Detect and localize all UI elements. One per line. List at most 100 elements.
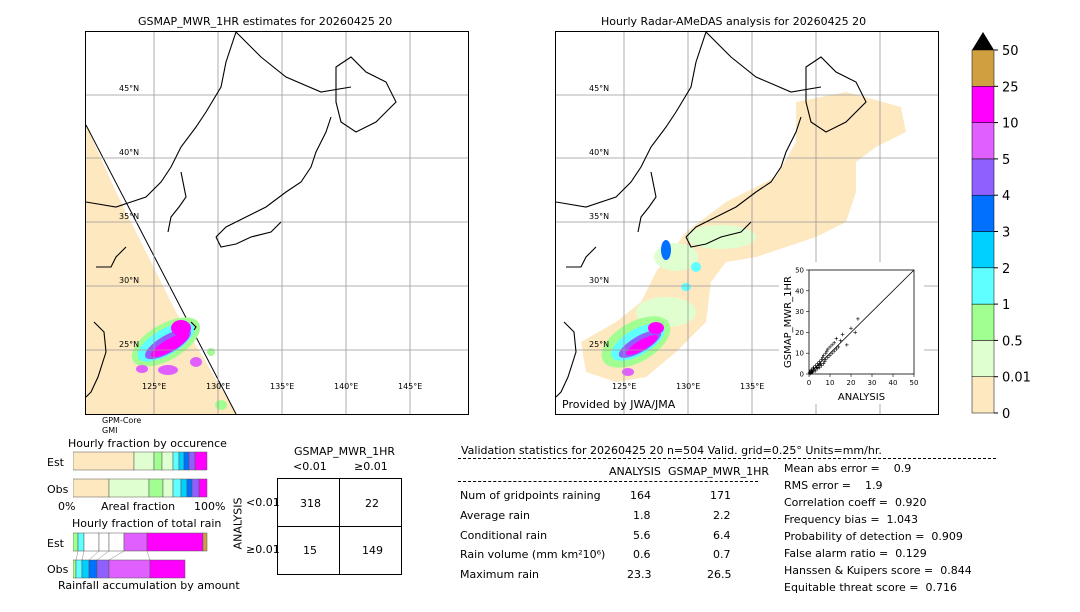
score-corr: Correlation coeff = 0.920 [784, 496, 927, 509]
scatter-point [826, 347, 830, 351]
right-lon-label-125: 125°E [612, 382, 637, 391]
stat-row-1-label: Average rain [460, 509, 530, 522]
contingency-row-ge: ≥0.01 [246, 543, 280, 556]
left-map-title: GSMAP_MWR_1HR estimates for 20260425 20 [138, 15, 393, 28]
left-grid [86, 32, 468, 414]
scatter-point [813, 363, 818, 368]
validation-divider-mid [458, 481, 758, 482]
scatter-point [811, 366, 816, 370]
scatter-point [818, 363, 822, 367]
stat-row-2-a: 5.6 [633, 529, 651, 542]
scatter-point [809, 368, 813, 373]
occurrence-bars [73, 451, 208, 498]
scatter-point [826, 355, 830, 360]
colorbar-tick-label: 0.01 [1002, 371, 1031, 386]
colorbar-swatch [971, 49, 995, 87]
scatter-diagonal [808, 269, 915, 375]
scatter-point [856, 317, 860, 321]
score-ets: Equitable threat score = 0.716 [784, 581, 957, 594]
colorbar-swatch [971, 158, 995, 196]
stat-row-1-b: 2.2 [713, 509, 731, 522]
left-map-svg [86, 32, 468, 414]
score-pod: Probability of detection = 0.909 [784, 530, 963, 543]
scatter-x-tick-label: 50 [910, 379, 919, 387]
scatter-point [825, 349, 829, 353]
colorbar-tick-label: 0 [1002, 407, 1010, 418]
scatter-point [845, 343, 849, 347]
scatter-point [830, 343, 834, 347]
scatter-point [828, 345, 832, 349]
validation-header: Validation statistics for 20260425 20 n=… [461, 444, 882, 457]
stat-row-3-label: Rain volume (mm km²10⁶) [460, 548, 606, 561]
swath-edge [86, 124, 237, 414]
contingency-row-axis: ANALYSIS [231, 497, 245, 550]
scatter-point [830, 351, 834, 355]
right-map-svg [556, 32, 938, 414]
stat-row-4-label: Maximum rain [460, 568, 539, 581]
colorbar-tick-label: 1 [1002, 298, 1010, 313]
occurrence-row-obs: Obs [47, 483, 69, 496]
validation-col-gsmap: GSMAP_MWR_1HR [668, 465, 770, 478]
left-lon-label-135: 135°E [270, 382, 295, 391]
sensor-label-1: GPM-Core [102, 416, 142, 425]
right-lat-label-30: 30°N [589, 276, 610, 285]
contingency-title: GSMAP_MWR_1HR [294, 445, 396, 458]
scatter-x-tick-label: 10 [826, 379, 835, 387]
contingency-col-lt: <0.01 [293, 460, 327, 473]
total-footer: Rainfall accumulation by amount [58, 579, 240, 592]
occurrence-axis-mid: Areal fraction [101, 500, 176, 513]
occurrence-axis-left: 0% [58, 500, 76, 513]
stat-row-4-a: 23.3 [627, 568, 652, 581]
scatter-y-tick-label: 0 [800, 371, 804, 379]
scatter-point [834, 336, 839, 341]
scatter-y-axis-label: GSMAP_MWR_1HR [783, 276, 794, 368]
scatter-point [810, 370, 815, 374]
scatter-plot: 0 0 10 10 20 20 30 30 40 40 50 50 ANALYSIS GSMAP_MWR_… [779, 262, 924, 404]
total-connectors [75, 550, 151, 561]
left-lat-label-30: 30°N [119, 276, 140, 285]
right-lat-label-45: 45°N [589, 84, 610, 93]
scatter-point [821, 361, 826, 366]
left-map: 45°N 40°N 35°N 30°N 25°N 125°E 130°E 135… [85, 31, 469, 415]
stat-row-2-b: 6.4 [713, 529, 731, 542]
colorbar-svg: 0 0.01 0.5 1 2 3 4 5 10 25 50 [971, 32, 1031, 422]
occurrence-obs-bar [73, 478, 208, 498]
colorbar-tick-label: 10 [1002, 117, 1019, 132]
scatter-point [817, 365, 822, 370]
contingency-col-ge: ≥0.01 [354, 460, 388, 473]
scatter-point [834, 347, 839, 351]
colorbar-swatch [971, 86, 995, 123]
scatter-point [821, 353, 826, 358]
scatter-x-tick-label: 20 [847, 379, 856, 387]
scatter-point [828, 353, 832, 358]
colorbar-swatch [971, 231, 995, 269]
scatter-x-tick-label: 40 [889, 379, 898, 387]
score-far: False alarm ratio = 0.129 [784, 547, 927, 560]
scatter-point [840, 332, 845, 337]
right-lat-label-35: 35°N [589, 212, 610, 221]
right-rain-area [581, 92, 906, 382]
right-map-title: Hourly Radar-AMeDAS analysis for 2026042… [601, 15, 867, 28]
scatter-x-tick-label: 30 [868, 379, 877, 387]
colorbar-tick-label: 2 [1002, 262, 1010, 277]
colorbar-tick-label: 4 [1002, 189, 1010, 204]
right-lon-label-130: 130°E [676, 382, 701, 391]
stat-row-2-label: Conditional rain [460, 529, 548, 542]
scatter-point [832, 349, 836, 353]
right-lat-label-40: 40°N [589, 148, 610, 157]
scatter-point [819, 357, 824, 362]
total-est-bar [73, 532, 208, 552]
occurrence-row-est: Est [47, 456, 64, 469]
score-mae: Mean abs error = 0.9 [784, 462, 912, 475]
occurrence-title: Hourly fraction by occurence [68, 437, 227, 450]
right-grid [556, 32, 938, 414]
colorbar-swatch [971, 122, 995, 160]
stat-row-4-b: 26.5 [707, 568, 732, 581]
scatter-y-tick-label: 30 [795, 308, 804, 316]
scatter-y-tick-label: 50 [795, 267, 804, 275]
left-lat-label-25: 25°N [119, 340, 140, 349]
stat-row-3-b: 0.7 [713, 548, 731, 561]
stat-row-0-label: Num of gridpoints raining [460, 489, 601, 502]
right-lat-label-25: 25°N [589, 340, 610, 349]
scatter-point [820, 355, 825, 360]
